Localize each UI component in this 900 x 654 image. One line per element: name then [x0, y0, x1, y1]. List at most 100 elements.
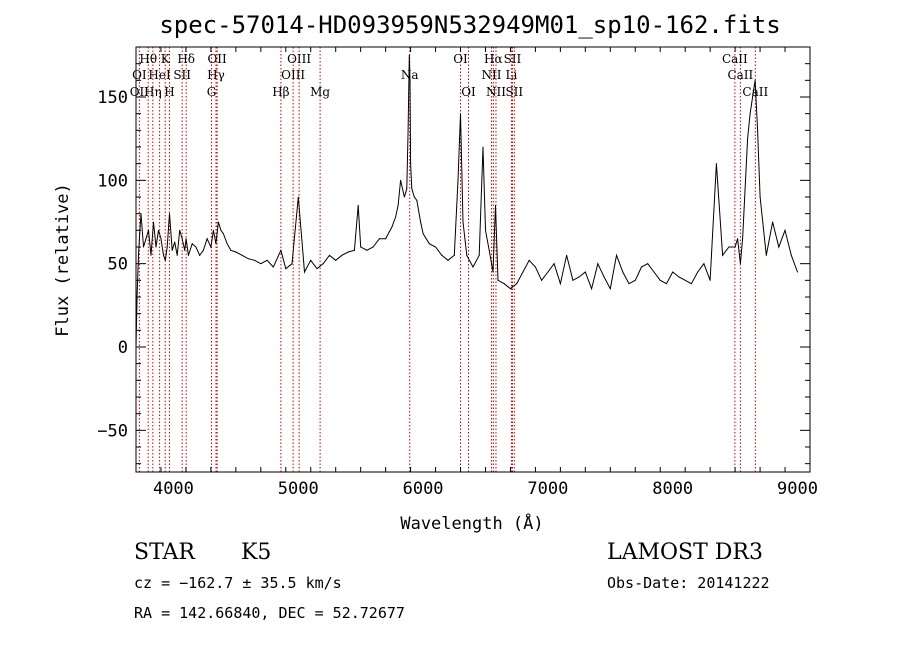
line-label: SII: [505, 85, 523, 99]
spectrum-point: [304, 271, 305, 273]
spectrum-point: [488, 249, 490, 251]
spectrum-point: [553, 263, 555, 265]
chart-title: spec-57014-HD093959N532949M01_sp10-162.f…: [159, 11, 780, 39]
spectrum-point: [391, 226, 393, 228]
spectrum-point: [578, 276, 580, 278]
spectrum-point: [210, 246, 212, 248]
y-tick-label: 150: [97, 88, 128, 108]
spectrum-point: [765, 254, 767, 256]
spectrum-point: [516, 283, 518, 285]
spectrum-point: [752, 96, 754, 98]
spectrum-point: [703, 263, 705, 265]
spectrum-point: [609, 288, 611, 290]
spectrum-point: [254, 259, 256, 261]
line-label: SII: [173, 68, 191, 82]
coordinates: RA = 142.66840, DEC = 52.72677: [134, 604, 405, 622]
spectrum-point: [622, 271, 624, 273]
x-axis-label: Wavelength (Å): [400, 512, 543, 534]
spectrum-point: [547, 271, 549, 273]
spectrum-series: [136, 54, 799, 348]
spectrum-point: [616, 254, 618, 256]
spectrum-point: [226, 243, 228, 245]
line-label: OIII: [287, 52, 311, 66]
spectrum-point: [136, 291, 138, 293]
spectrum-point: [191, 243, 193, 245]
spectrum-point: [457, 179, 459, 181]
spectrum-point: [478, 254, 480, 256]
line-label: OI: [461, 85, 476, 99]
y-tick-label: −50: [97, 421, 128, 441]
spectrum-point: [310, 259, 312, 261]
spectrum-point: [408, 54, 410, 56]
spectrum-point: [230, 249, 232, 251]
line-label: Hη: [144, 85, 162, 99]
spectrum-point: [566, 254, 568, 256]
line-label: OII: [207, 52, 227, 66]
spectrum-point: [171, 249, 173, 251]
spectrum-point: [247, 258, 249, 260]
spectrum-point: [541, 279, 543, 281]
line-label: HeI: [148, 68, 171, 82]
spectrum-point: [572, 279, 574, 281]
spectrum-point: [634, 279, 636, 281]
spectrum-point: [137, 254, 139, 256]
spectrum-point: [162, 254, 164, 256]
line-label: G: [207, 85, 217, 99]
spectrum-point: [215, 243, 217, 245]
spectrum-point: [266, 259, 268, 261]
spectrum-point: [206, 238, 208, 240]
line-label: Li: [506, 68, 518, 82]
spectrum-point: [728, 246, 730, 248]
spectrum-point: [385, 238, 387, 240]
spectrum-point: [291, 263, 293, 265]
spectrum-point: [328, 254, 330, 256]
spectrum-point: [709, 279, 711, 281]
spectrum-point: [217, 221, 219, 223]
spectrum-point: [142, 246, 144, 248]
spectrum-point: [416, 199, 418, 201]
spectrum-point: [360, 246, 362, 248]
spectrum-point: [482, 146, 484, 148]
spectrum-point: [509, 288, 511, 290]
spectrum-point: [285, 268, 287, 270]
spectrum-point: [406, 188, 408, 190]
plot-frame: [135, 46, 811, 473]
spectrum-point: [472, 266, 474, 268]
spectrum-point: [754, 79, 756, 81]
spectrum-point: [187, 254, 189, 256]
spectrum-point: [734, 246, 736, 248]
spectrum-point: [166, 246, 168, 248]
line-label: Hδ: [177, 52, 195, 66]
x-tick-label: 6000: [403, 479, 444, 499]
spectrum-point: [164, 259, 166, 261]
spectrum-point: [400, 179, 402, 181]
spectrum-point: [559, 283, 561, 285]
spectrum-point: [413, 196, 415, 198]
spectrum-point: [403, 196, 405, 198]
spectrum-point: [665, 283, 667, 285]
spectrum-point: [722, 254, 724, 256]
spectrum-point: [397, 204, 399, 206]
spectrum-point: [690, 283, 692, 285]
spectrum-point: [492, 271, 494, 273]
spectrum-point: [335, 259, 337, 261]
line-label: NII: [481, 68, 501, 82]
line-label: Mg: [310, 85, 330, 99]
spectrum-point: [176, 254, 178, 256]
spectrum-point: [235, 251, 237, 253]
spectrum-point: [184, 249, 186, 251]
spectrum-point: [790, 254, 792, 256]
spectrum-point: [185, 238, 187, 240]
spectrum-point: [152, 221, 154, 223]
object-subclass: K5: [241, 540, 272, 565]
spectrum-point: [157, 229, 159, 231]
spectrum-point: [747, 138, 749, 140]
spectrum-point: [778, 246, 780, 248]
spectrum-point: [147, 229, 149, 231]
spectrum-point: [407, 129, 409, 131]
spectrum-point: [772, 221, 774, 223]
spectrum-point: [528, 259, 530, 261]
spectrum-point: [534, 266, 536, 268]
spectrum-point: [742, 238, 744, 240]
